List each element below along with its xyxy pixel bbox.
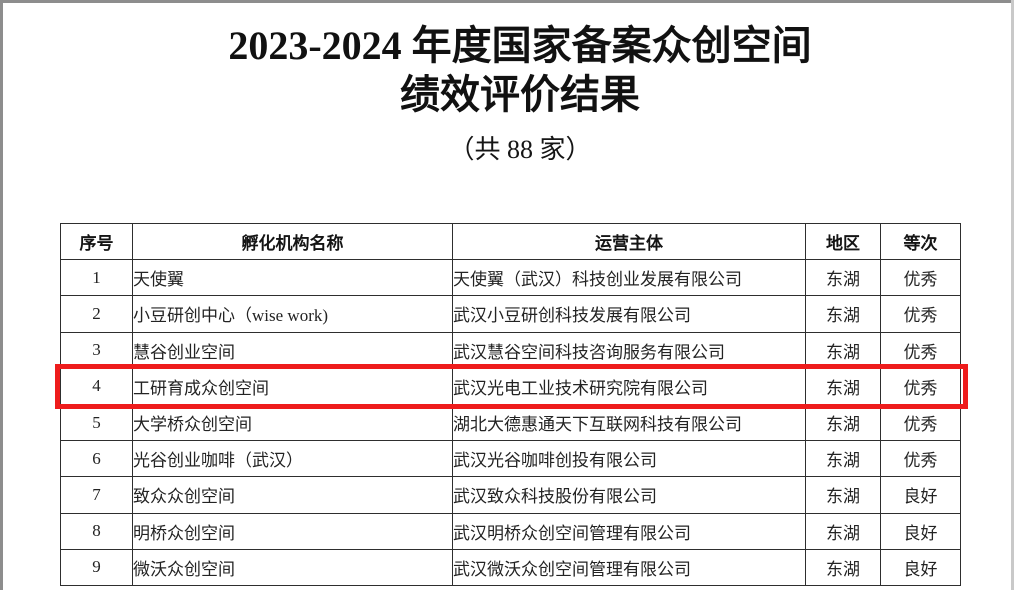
cell-operator: 武汉光谷咖啡创投有限公司 <box>452 440 806 478</box>
cell-incubator-name: 光谷创业咖啡（武汉） <box>132 440 453 478</box>
cell-region: 东湖 <box>805 512 881 550</box>
cell-region: 东湖 <box>805 367 881 405</box>
subtitle-total-count: （共 88 家） <box>448 135 592 164</box>
page-title-line-2: 绩效评价结果 <box>400 72 640 117</box>
cell-no: 3 <box>60 331 133 369</box>
cell-region: 东湖 <box>805 548 881 586</box>
table-row: 8 明桥众创空间 武汉明桥众创空间管理有限公司 东湖 良好 <box>60 512 961 550</box>
cell-incubator-name: 工研育成众创空间 <box>132 367 453 405</box>
cell-operator: 武汉慧谷空间科技咨询服务有限公司 <box>452 331 806 369</box>
table-row: 5 大学桥众创空间 湖北大德惠通天下互联网科技有限公司 东湖 优秀 <box>60 403 961 442</box>
col-header-grade: 等次 <box>880 222 961 261</box>
cell-operator: 武汉光电工业技术研究院有限公司 <box>452 367 806 405</box>
cell-no: 8 <box>60 512 133 550</box>
results-table: 序号 孵化机构名称 运营主体 地区 等次 1 天使翼 天使翼（武汉）科技创业发展… <box>60 222 961 586</box>
table-row: 7 致众众创空间 武汉致众科技股份有限公司 东湖 良好 <box>60 476 961 514</box>
table-row: 9 微沃众创空间 武汉微沃众创空间管理有限公司 东湖 良好 <box>60 548 961 586</box>
cell-incubator-name: 致众众创空间 <box>132 476 453 514</box>
table-row: 6 光谷创业咖啡（武汉） 武汉光谷咖啡创投有限公司 东湖 优秀 <box>60 440 961 478</box>
cell-operator: 武汉明桥众创空间管理有限公司 <box>452 512 806 550</box>
cell-region: 东湖 <box>805 440 881 478</box>
cell-grade: 优秀 <box>880 440 961 478</box>
cell-incubator-name: 微沃众创空间 <box>132 548 453 586</box>
cell-incubator-name: 小豆研创中心（wise work) <box>132 295 453 333</box>
results-table-body: 1 天使翼 天使翼（武汉）科技创业发展有限公司 东湖 优秀 2 小豆研创中心（w… <box>60 259 961 586</box>
cell-no: 4 <box>60 367 133 405</box>
cell-region: 东湖 <box>805 259 881 297</box>
cell-grade: 良好 <box>880 548 961 586</box>
col-header-no: 序号 <box>60 222 133 261</box>
col-header-region: 地区 <box>805 222 881 261</box>
cell-no: 7 <box>60 476 133 514</box>
cell-no: 1 <box>60 259 133 297</box>
cell-no: 9 <box>60 548 133 586</box>
cell-region: 东湖 <box>805 476 881 514</box>
cell-grade: 良好 <box>880 512 961 550</box>
cell-region: 东湖 <box>805 295 881 333</box>
cell-grade: 优秀 <box>880 403 961 442</box>
cell-operator: 湖北大德惠通天下互联网科技有限公司 <box>452 403 806 442</box>
cell-no: 2 <box>60 295 133 333</box>
cell-no: 5 <box>60 403 133 442</box>
window-edge-top <box>0 0 1014 3</box>
cell-incubator-name: 大学桥众创空间 <box>132 403 453 442</box>
window-edge-right <box>1011 0 1014 590</box>
cell-operator: 武汉小豆研创科技发展有限公司 <box>452 295 806 333</box>
table-row: 1 天使翼 天使翼（武汉）科技创业发展有限公司 东湖 优秀 <box>60 259 961 297</box>
cell-incubator-name: 慧谷创业空间 <box>132 331 453 369</box>
cell-grade: 优秀 <box>880 331 961 369</box>
cell-operator: 天使翼（武汉）科技创业发展有限公司 <box>452 259 806 297</box>
cell-operator: 武汉微沃众创空间管理有限公司 <box>452 548 806 586</box>
table-header-row: 序号 孵化机构名称 运营主体 地区 等次 <box>60 222 961 261</box>
window-edge-left <box>0 0 3 590</box>
cell-incubator-name: 天使翼 <box>132 259 453 297</box>
col-header-operator: 运营主体 <box>452 222 806 261</box>
cell-grade: 优秀 <box>880 295 961 333</box>
cell-region: 东湖 <box>805 403 881 442</box>
cell-region: 东湖 <box>805 331 881 369</box>
col-header-name: 孵化机构名称 <box>132 222 453 261</box>
table-header: 序号 孵化机构名称 运营主体 地区 等次 <box>60 222 961 261</box>
table-row: 3 慧谷创业空间 武汉慧谷空间科技咨询服务有限公司 东湖 优秀 <box>60 331 961 369</box>
page-title: 2023-2024 年度国家备案众创空间 绩效评价结果 <box>20 21 1014 119</box>
page-title-line-1: 2023-2024 年度国家备案众创空间 <box>228 23 812 68</box>
cell-incubator-name: 明桥众创空间 <box>132 512 453 550</box>
cell-operator: 武汉致众科技股份有限公司 <box>452 476 806 514</box>
table-row: 4 工研育成众创空间 武汉光电工业技术研究院有限公司 东湖 优秀 <box>60 367 961 405</box>
cell-grade: 优秀 <box>880 367 961 405</box>
cell-grade: 优秀 <box>880 259 961 297</box>
cell-no: 6 <box>60 440 133 478</box>
table-row: 2 小豆研创中心（wise work) 武汉小豆研创科技发展有限公司 东湖 优秀 <box>60 295 961 333</box>
cell-grade: 良好 <box>880 476 961 514</box>
